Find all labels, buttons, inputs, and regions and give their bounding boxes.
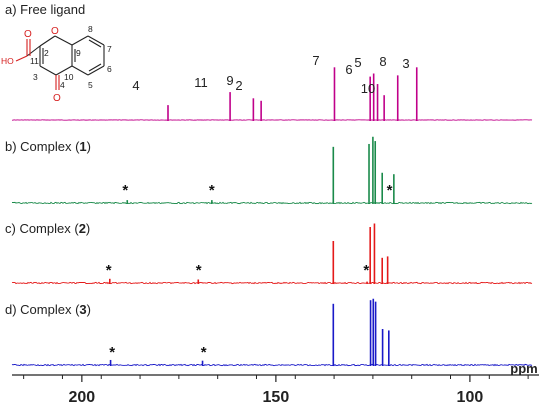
peak-assignment-label: 10 [361,81,375,96]
panel-label-suffix: ) [87,139,91,154]
panel-label-text: a) Free ligand [5,2,85,17]
atom-number-6: 6 [107,64,112,74]
atom-number-10: 10 [64,72,74,82]
panel-label: c) Complex (2) [5,221,90,236]
acid-oxygen-label: O [24,29,32,40]
peak-assignment-label: 6 [345,62,352,77]
spectrum-trace [11,201,533,205]
peak-assignment-label: 8 [379,54,386,69]
atom-number-11: 11 [30,56,39,66]
x-axis: 200 150 100 ppm [12,361,539,406]
spectrum-trace [11,363,533,367]
panel-label-text: d) Complex ( [5,302,80,317]
atom-number-9: 9 [76,48,81,58]
hydroxyl-label: HO [1,56,14,66]
peak-assignment-label: 7 [312,53,319,68]
atom-number-7: 7 [107,44,112,54]
atom-number-2: 2 [44,48,49,58]
ligand-structure-drawing [15,35,105,90]
panel-label-text: c) Complex ( [5,221,79,236]
spectrum-panel: b) Complex (1) * * * [5,136,533,205]
asterisk-marker: * [196,262,202,279]
atom-number-8: 8 [88,24,93,34]
peak-assignment-label: 3 [402,56,409,71]
asterisk-marker: * [201,344,207,361]
x-tick-label: 150 [263,389,290,406]
peak-assignment-label: 5 [354,55,361,70]
asterisk-marker: * [387,182,393,199]
carbonyl-oxygen-label: O [53,93,61,104]
atom-number-3: 3 [33,72,38,82]
ring-oxygen-label: O [51,26,59,37]
panel-label-text: b) Complex ( [5,139,80,154]
panel-label-suffix: ) [86,221,90,236]
panel-label: d) Complex (3) [5,302,91,317]
asterisk-marker: * [106,262,112,279]
x-tick-label: 100 [457,389,484,406]
spectrum-panel: c) Complex (2) * * * [5,221,533,285]
asterisk-marker: * [363,262,369,279]
asterisk-marker: * [109,344,115,361]
asterisk-marker: * [209,182,215,199]
asterisk-marker: * [122,182,128,199]
x-axis-label: ppm [510,361,537,376]
x-tick-label: 200 [68,389,95,406]
panel-label-number: 2 [79,221,86,236]
peak-assignment-label: 4 [132,78,139,93]
panel-label-number: 3 [79,302,86,317]
peak-assignment-label: 9 [226,73,233,88]
panel-label: a) Free ligand [5,2,85,17]
atom-number-4: 4 [60,80,65,90]
peak-assignment-label: 2 [235,78,242,93]
panel-label: b) Complex (1) [5,139,91,154]
panel-label-number: 1 [79,139,86,154]
spectrum-trace [11,281,533,285]
structure-labels: O O O HO 2 3 4 5 6 7 8 9 10 11 [1,24,112,104]
peak-assignment-label: 11 [194,75,208,90]
spectrum-panel: d) Complex (3) * * [5,298,533,367]
atom-number-5: 5 [88,80,93,90]
panel-label-suffix: ) [87,302,91,317]
